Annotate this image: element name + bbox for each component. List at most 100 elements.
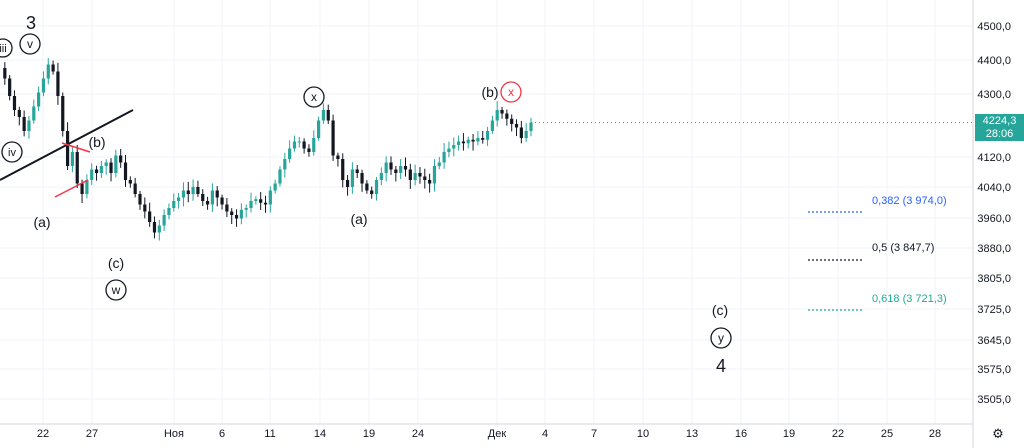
candle bbox=[317, 116, 321, 141]
candle bbox=[104, 159, 108, 175]
candles bbox=[3, 58, 533, 241]
drawings bbox=[0, 109, 134, 198]
candle bbox=[70, 146, 75, 173]
date-tick-label: 6 bbox=[219, 428, 225, 440]
price-tick-label: 3960,0 bbox=[977, 213, 1011, 225]
candle bbox=[394, 165, 398, 182]
candle bbox=[114, 149, 118, 178]
wave-circle-iv[interactable]: iv bbox=[1, 141, 23, 163]
candle bbox=[75, 144, 79, 189]
date-tick-label: 14 bbox=[314, 428, 326, 440]
candle bbox=[22, 110, 26, 137]
candle bbox=[384, 156, 388, 182]
candle bbox=[336, 152, 340, 167]
date-tick-label: 27 bbox=[86, 428, 98, 440]
candle bbox=[273, 179, 277, 194]
settings-icon[interactable]: ⚙ bbox=[992, 427, 1004, 442]
candle bbox=[119, 148, 123, 168]
svg-text:y: y bbox=[718, 331, 724, 345]
wave-label-c2[interactable]: (c) bbox=[712, 302, 728, 318]
candle bbox=[529, 117, 533, 137]
candle bbox=[205, 196, 210, 210]
time-axis[interactable]: 22 27 Ноя 6 11 14 19 24 Дек 4 7 10 13 16 19 22 25 28 bbox=[0, 423, 973, 440]
wave-circle-x1[interactable]: x bbox=[303, 86, 325, 108]
candle bbox=[365, 180, 369, 194]
candle bbox=[510, 114, 514, 132]
candle bbox=[85, 174, 89, 199]
candle bbox=[341, 153, 345, 188]
svg-text:iv: iv bbox=[8, 147, 16, 159]
candle bbox=[90, 163, 94, 185]
candle bbox=[234, 209, 239, 227]
candle bbox=[331, 114, 335, 161]
candle bbox=[437, 156, 441, 170]
candle bbox=[350, 162, 354, 194]
price-tick-label: 3575,0 bbox=[977, 364, 1011, 376]
candle bbox=[8, 74, 12, 101]
candle bbox=[495, 101, 499, 127]
wave-label-4[interactable]: 4 bbox=[716, 356, 726, 376]
wave-label-a2[interactable]: (a) bbox=[350, 211, 367, 227]
candle bbox=[471, 134, 475, 151]
price-tick-label: 3725,0 bbox=[977, 304, 1011, 316]
wave-circle-iii[interactable]: iii bbox=[0, 38, 13, 58]
candle bbox=[167, 203, 171, 220]
fib-label-0382: 0,382 (3 974,0) bbox=[872, 195, 947, 207]
wave-label-c1[interactable]: (c) bbox=[108, 255, 124, 271]
candle bbox=[399, 159, 403, 179]
candle bbox=[360, 169, 364, 192]
candle bbox=[152, 216, 157, 239]
date-tick-label: 19 bbox=[783, 428, 795, 440]
triangle-lower-line[interactable] bbox=[54, 179, 89, 198]
candle bbox=[191, 179, 195, 201]
wave-circle-x2[interactable]: x bbox=[500, 81, 522, 103]
wave-label-3[interactable]: 3 bbox=[26, 13, 36, 33]
candle bbox=[12, 90, 17, 116]
candle bbox=[278, 166, 282, 187]
wave-label-a1[interactable]: (a) bbox=[33, 214, 50, 230]
candle bbox=[505, 109, 509, 126]
price-tick-label: 3645,0 bbox=[977, 335, 1011, 347]
candle bbox=[148, 202, 152, 227]
fib-label-0618: 0,618 (3 721,3) bbox=[872, 293, 947, 305]
candle bbox=[220, 194, 224, 210]
current-price-value: 4224,3 bbox=[982, 115, 1017, 127]
triangle-upper-line[interactable] bbox=[61, 142, 91, 153]
candle bbox=[51, 60, 55, 75]
price-tick-label: 4300,0 bbox=[977, 89, 1011, 101]
candle bbox=[56, 62, 60, 105]
candle bbox=[312, 130, 316, 156]
candle bbox=[244, 204, 248, 218]
price-tick-label: 4040,0 bbox=[977, 182, 1011, 194]
candle bbox=[263, 195, 268, 213]
candle bbox=[249, 192, 253, 213]
wave-label-b1[interactable]: (b) bbox=[88, 134, 105, 150]
price-axis[interactable]: 4500,0 4400,0 4300,0 4120,0 4040,0 3960,0 3880… bbox=[972, 0, 1011, 448]
candle bbox=[172, 193, 176, 212]
candle bbox=[27, 115, 31, 139]
candle bbox=[374, 177, 379, 201]
candle bbox=[239, 203, 243, 225]
wave-label-b2[interactable]: (b) bbox=[481, 84, 498, 100]
date-tick-label: 22 bbox=[832, 428, 844, 440]
wave-circle-y[interactable]: y bbox=[710, 327, 732, 349]
candle bbox=[17, 106, 21, 126]
candle bbox=[3, 62, 7, 85]
candle bbox=[476, 131, 480, 146]
candle bbox=[292, 135, 297, 152]
date-tick-label: 24 bbox=[412, 428, 424, 440]
price-tick-label: 3805,0 bbox=[977, 273, 1011, 285]
date-tick-label: 22 bbox=[37, 428, 49, 440]
price-tick-label: 4120,0 bbox=[977, 152, 1011, 164]
candle bbox=[485, 126, 490, 146]
wave-circle-w[interactable]: w bbox=[105, 279, 127, 301]
wave-circle-v[interactable]: v bbox=[19, 33, 41, 55]
candle bbox=[123, 154, 128, 187]
candle bbox=[288, 140, 292, 163]
price-tick-label: 3880,0 bbox=[977, 243, 1011, 255]
candle bbox=[413, 164, 417, 186]
candle bbox=[186, 181, 190, 203]
candle bbox=[379, 167, 383, 186]
fibonacci-levels[interactable]: 0,382 (3 974,0) 0,5 (3 847,7) 0,618 (3 7… bbox=[808, 195, 947, 311]
